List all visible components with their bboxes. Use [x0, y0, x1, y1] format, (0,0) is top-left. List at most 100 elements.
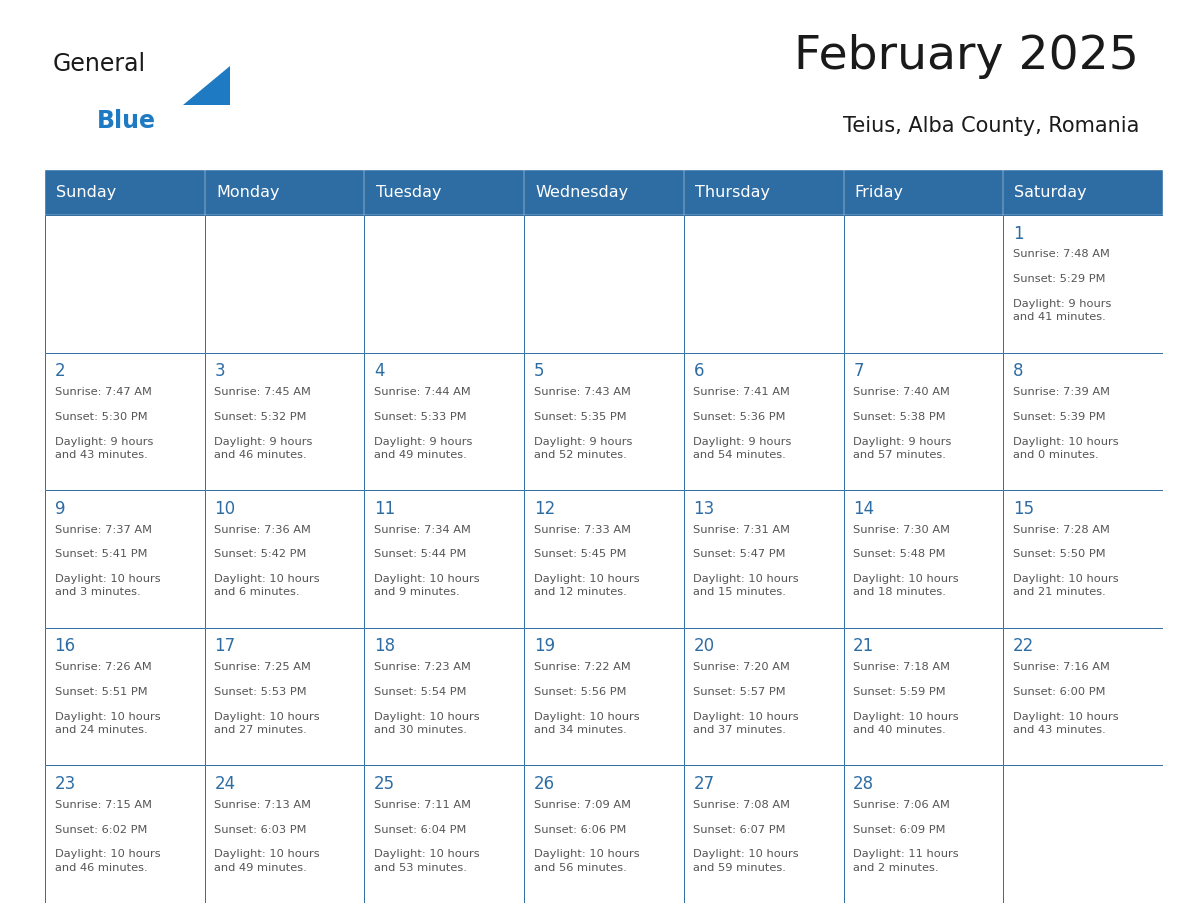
FancyBboxPatch shape — [365, 490, 524, 628]
Text: Daylight: 10 hours
and 56 minutes.: Daylight: 10 hours and 56 minutes. — [533, 849, 639, 872]
FancyBboxPatch shape — [1004, 170, 1163, 215]
FancyBboxPatch shape — [365, 628, 524, 766]
Text: Sunset: 6:03 PM: Sunset: 6:03 PM — [214, 824, 307, 834]
FancyBboxPatch shape — [684, 170, 843, 215]
Text: Daylight: 10 hours
and 30 minutes.: Daylight: 10 hours and 30 minutes. — [374, 711, 480, 735]
FancyBboxPatch shape — [365, 170, 524, 215]
Text: 2: 2 — [55, 363, 65, 380]
Text: Sunset: 5:57 PM: Sunset: 5:57 PM — [694, 687, 786, 697]
Text: Daylight: 10 hours
and 6 minutes.: Daylight: 10 hours and 6 minutes. — [214, 574, 320, 598]
Text: Sunset: 5:41 PM: Sunset: 5:41 PM — [55, 549, 147, 559]
Text: Daylight: 10 hours
and 12 minutes.: Daylight: 10 hours and 12 minutes. — [533, 574, 639, 598]
Text: Daylight: 10 hours
and 15 minutes.: Daylight: 10 hours and 15 minutes. — [694, 574, 800, 598]
Text: Daylight: 10 hours
and 46 minutes.: Daylight: 10 hours and 46 minutes. — [55, 849, 160, 872]
Text: 15: 15 — [1013, 499, 1034, 518]
Text: 9: 9 — [55, 499, 65, 518]
Text: Sunrise: 7:08 AM: Sunrise: 7:08 AM — [694, 800, 790, 810]
Text: Daylight: 10 hours
and 53 minutes.: Daylight: 10 hours and 53 minutes. — [374, 849, 480, 872]
FancyBboxPatch shape — [684, 353, 843, 490]
Text: Daylight: 10 hours
and 34 minutes.: Daylight: 10 hours and 34 minutes. — [533, 711, 639, 735]
Text: 28: 28 — [853, 775, 874, 793]
Text: Daylight: 9 hours
and 54 minutes.: Daylight: 9 hours and 54 minutes. — [694, 437, 792, 460]
Text: Daylight: 10 hours
and 21 minutes.: Daylight: 10 hours and 21 minutes. — [1013, 574, 1118, 598]
Text: Sunset: 5:32 PM: Sunset: 5:32 PM — [214, 412, 307, 421]
Text: 22: 22 — [1013, 637, 1034, 655]
Text: 10: 10 — [214, 499, 235, 518]
Text: 24: 24 — [214, 775, 235, 793]
Text: Thursday: Thursday — [695, 185, 770, 200]
Text: Sunset: 5:35 PM: Sunset: 5:35 PM — [533, 412, 626, 421]
Text: Sunset: 5:42 PM: Sunset: 5:42 PM — [214, 549, 307, 559]
Text: Sunrise: 7:47 AM: Sunrise: 7:47 AM — [55, 387, 151, 397]
Text: Sunrise: 7:45 AM: Sunrise: 7:45 AM — [214, 387, 311, 397]
Text: Sunset: 5:45 PM: Sunset: 5:45 PM — [533, 549, 626, 559]
Text: 8: 8 — [1013, 363, 1023, 380]
FancyBboxPatch shape — [1004, 215, 1163, 353]
Text: Monday: Monday — [216, 185, 279, 200]
FancyBboxPatch shape — [204, 490, 365, 628]
Text: Sunset: 5:47 PM: Sunset: 5:47 PM — [694, 549, 786, 559]
Text: Sunset: 5:33 PM: Sunset: 5:33 PM — [374, 412, 467, 421]
Text: February 2025: February 2025 — [795, 34, 1139, 79]
FancyBboxPatch shape — [843, 215, 1004, 353]
Text: 1: 1 — [1013, 225, 1024, 242]
FancyBboxPatch shape — [1004, 353, 1163, 490]
Text: Daylight: 9 hours
and 43 minutes.: Daylight: 9 hours and 43 minutes. — [55, 437, 153, 460]
Text: Sunrise: 7:41 AM: Sunrise: 7:41 AM — [694, 387, 790, 397]
Text: Sunrise: 7:25 AM: Sunrise: 7:25 AM — [214, 662, 311, 672]
Text: 3: 3 — [214, 363, 225, 380]
Text: Sunset: 5:30 PM: Sunset: 5:30 PM — [55, 412, 147, 421]
Text: 4: 4 — [374, 363, 385, 380]
FancyBboxPatch shape — [524, 353, 684, 490]
Text: 12: 12 — [533, 499, 555, 518]
Text: Saturday: Saturday — [1015, 185, 1087, 200]
Text: 20: 20 — [694, 637, 714, 655]
FancyBboxPatch shape — [684, 628, 843, 766]
Text: Daylight: 9 hours
and 41 minutes.: Daylight: 9 hours and 41 minutes. — [1013, 299, 1111, 322]
Text: Sunrise: 7:37 AM: Sunrise: 7:37 AM — [55, 524, 152, 534]
FancyBboxPatch shape — [204, 170, 365, 215]
Text: 26: 26 — [533, 775, 555, 793]
Text: Friday: Friday — [854, 185, 904, 200]
Text: Sunrise: 7:40 AM: Sunrise: 7:40 AM — [853, 387, 950, 397]
Text: Sunset: 5:29 PM: Sunset: 5:29 PM — [1013, 274, 1105, 285]
Text: Sunrise: 7:43 AM: Sunrise: 7:43 AM — [533, 387, 631, 397]
FancyBboxPatch shape — [204, 353, 365, 490]
Text: Sunrise: 7:30 AM: Sunrise: 7:30 AM — [853, 524, 950, 534]
FancyBboxPatch shape — [204, 215, 365, 353]
Text: Daylight: 10 hours
and 9 minutes.: Daylight: 10 hours and 9 minutes. — [374, 574, 480, 598]
Text: Sunrise: 7:39 AM: Sunrise: 7:39 AM — [1013, 387, 1110, 397]
Text: Daylight: 10 hours
and 37 minutes.: Daylight: 10 hours and 37 minutes. — [694, 711, 800, 735]
Text: Daylight: 9 hours
and 46 minutes.: Daylight: 9 hours and 46 minutes. — [214, 437, 312, 460]
Polygon shape — [183, 65, 230, 105]
Text: Sunrise: 7:31 AM: Sunrise: 7:31 AM — [694, 524, 790, 534]
Text: Daylight: 11 hours
and 2 minutes.: Daylight: 11 hours and 2 minutes. — [853, 849, 959, 872]
FancyBboxPatch shape — [45, 170, 204, 215]
Text: Sunrise: 7:09 AM: Sunrise: 7:09 AM — [533, 800, 631, 810]
Text: Sunrise: 7:44 AM: Sunrise: 7:44 AM — [374, 387, 470, 397]
Text: Sunset: 6:09 PM: Sunset: 6:09 PM — [853, 824, 946, 834]
FancyBboxPatch shape — [843, 766, 1004, 903]
Text: Sunrise: 7:23 AM: Sunrise: 7:23 AM — [374, 662, 470, 672]
FancyBboxPatch shape — [1004, 490, 1163, 628]
FancyBboxPatch shape — [204, 628, 365, 766]
FancyBboxPatch shape — [684, 215, 843, 353]
FancyBboxPatch shape — [45, 215, 204, 353]
Text: 27: 27 — [694, 775, 714, 793]
Text: Sunset: 5:51 PM: Sunset: 5:51 PM — [55, 687, 147, 697]
Text: Sunset: 5:56 PM: Sunset: 5:56 PM — [533, 687, 626, 697]
Text: Daylight: 10 hours
and 18 minutes.: Daylight: 10 hours and 18 minutes. — [853, 574, 959, 598]
Text: Daylight: 10 hours
and 0 minutes.: Daylight: 10 hours and 0 minutes. — [1013, 437, 1118, 460]
Text: Sunset: 5:44 PM: Sunset: 5:44 PM — [374, 549, 467, 559]
Text: 19: 19 — [533, 637, 555, 655]
FancyBboxPatch shape — [524, 170, 684, 215]
Text: Sunrise: 7:06 AM: Sunrise: 7:06 AM — [853, 800, 950, 810]
Text: Sunrise: 7:20 AM: Sunrise: 7:20 AM — [694, 662, 790, 672]
Text: Daylight: 10 hours
and 24 minutes.: Daylight: 10 hours and 24 minutes. — [55, 711, 160, 735]
FancyBboxPatch shape — [365, 215, 524, 353]
FancyBboxPatch shape — [524, 766, 684, 903]
Text: 17: 17 — [214, 637, 235, 655]
FancyBboxPatch shape — [524, 215, 684, 353]
FancyBboxPatch shape — [684, 766, 843, 903]
Text: Daylight: 9 hours
and 57 minutes.: Daylight: 9 hours and 57 minutes. — [853, 437, 952, 460]
